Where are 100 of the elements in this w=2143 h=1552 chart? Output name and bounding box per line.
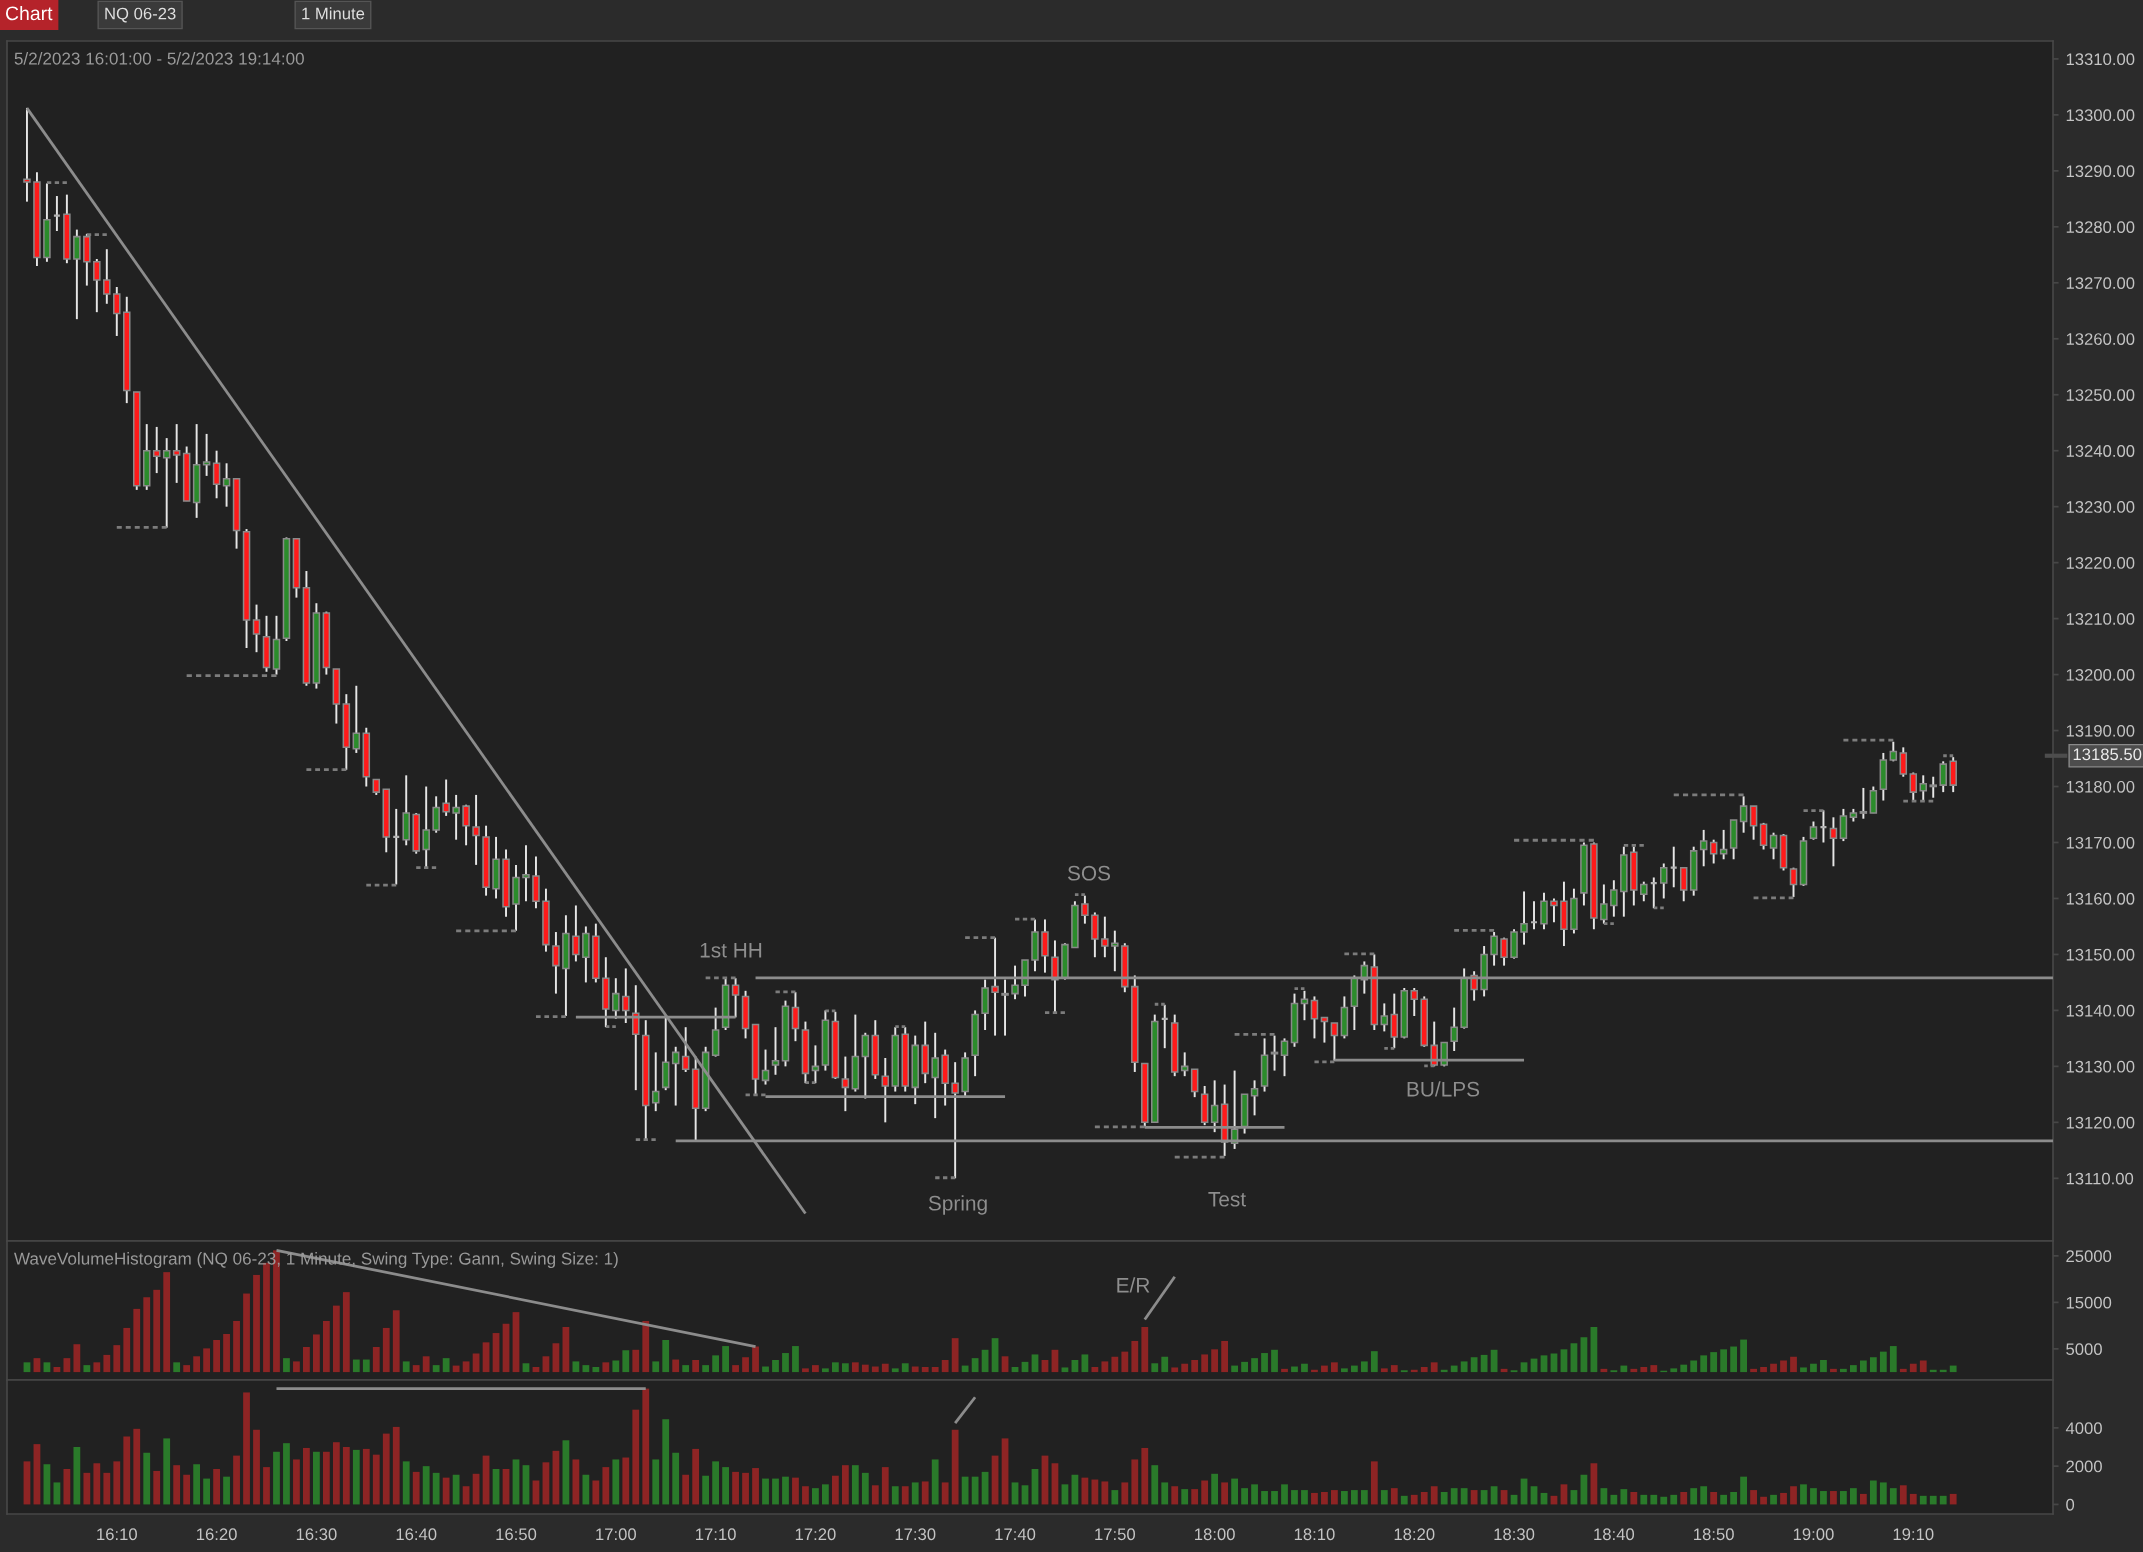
bar — [1101, 1481, 1109, 1505]
bar — [452, 1474, 460, 1505]
bar — [582, 1365, 590, 1373]
candlestick — [552, 931, 560, 995]
candlestick — [522, 844, 530, 903]
bar — [871, 1366, 879, 1373]
annotation: Test — [1208, 1192, 1246, 1207]
bar — [911, 1366, 919, 1373]
bar — [672, 1359, 680, 1373]
bar — [193, 1464, 201, 1505]
bar — [1690, 1488, 1698, 1505]
bar — [382, 1433, 390, 1505]
candlestick — [1450, 1006, 1458, 1052]
bar — [1810, 1363, 1817, 1373]
bar — [1380, 1368, 1388, 1373]
bar — [362, 1359, 370, 1373]
candlestick — [1739, 795, 1748, 834]
bar — [792, 1346, 799, 1373]
bar — [1630, 1491, 1638, 1505]
candlestick — [1899, 746, 1908, 778]
bar — [1879, 1351, 1887, 1373]
bar — [193, 1356, 201, 1373]
bar — [1949, 1365, 1957, 1373]
bar — [1241, 1361, 1248, 1373]
bar — [931, 1459, 939, 1505]
candlestick — [1190, 1068, 1199, 1099]
candlestick — [422, 785, 430, 869]
bar — [961, 1365, 969, 1373]
bar — [1620, 1489, 1628, 1505]
bar — [931, 1366, 939, 1373]
bar — [1790, 1486, 1797, 1505]
bar — [592, 1480, 600, 1505]
bar — [692, 1448, 700, 1505]
x-tick-label: 19:00 — [1793, 1528, 1834, 1541]
x-tick-label: 17:40 — [995, 1528, 1036, 1541]
bar — [1281, 1368, 1288, 1373]
bar — [143, 1452, 151, 1505]
bar — [1919, 1360, 1927, 1373]
bar — [672, 1452, 680, 1505]
bar — [1450, 1365, 1458, 1373]
candlestick — [1749, 805, 1758, 841]
bar — [1251, 1358, 1258, 1373]
bar — [1201, 1354, 1209, 1373]
candlestick — [1270, 1034, 1279, 1072]
candlestick — [1540, 891, 1548, 931]
bar — [1420, 1491, 1428, 1505]
bar — [911, 1482, 919, 1505]
bar — [891, 1368, 899, 1373]
candlestick — [1769, 831, 1778, 861]
candlestick — [1111, 929, 1119, 973]
candlestick — [1500, 936, 1508, 967]
bar — [283, 1358, 290, 1373]
bar — [1730, 1491, 1738, 1505]
bar — [1181, 1489, 1189, 1505]
x-tick-label: 16:10 — [97, 1528, 137, 1541]
candlestick — [1939, 760, 1947, 794]
bar — [1301, 1363, 1308, 1373]
bar — [153, 1289, 161, 1373]
candlestick — [1709, 838, 1718, 865]
x-tick-label: 18:20 — [1394, 1528, 1435, 1541]
bar — [1610, 1494, 1618, 1505]
x-tick-label: 16:40 — [396, 1528, 437, 1541]
bar — [1650, 1494, 1658, 1505]
bar — [43, 1362, 51, 1373]
bar — [1770, 1494, 1777, 1505]
candlestick — [202, 432, 211, 477]
bar — [742, 1472, 749, 1505]
bar — [313, 1451, 320, 1505]
candlestick — [1660, 862, 1668, 900]
bar — [802, 1486, 809, 1505]
bar — [1820, 1491, 1827, 1505]
bar — [203, 1348, 210, 1373]
candlestick — [1759, 821, 1768, 851]
bar — [422, 1356, 430, 1373]
bar — [163, 1272, 171, 1373]
bar — [322, 1320, 330, 1373]
y-tick-label: 4000 — [2065, 1422, 2102, 1435]
annotation: E/R — [1117, 1277, 1150, 1293]
bar — [1350, 1365, 1358, 1373]
bar — [123, 1436, 131, 1505]
bar — [1191, 1360, 1199, 1373]
bar — [402, 1461, 410, 1505]
bar — [253, 1274, 260, 1373]
bar — [831, 1475, 839, 1505]
bar — [1720, 1494, 1728, 1505]
bar — [1740, 1476, 1747, 1505]
ref-line-label: 13185.50 — [2073, 748, 2142, 761]
y-tick-label: 13130.00 — [2066, 1060, 2135, 1073]
bar — [921, 1481, 929, 1505]
bar — [113, 1461, 121, 1505]
bar — [432, 1365, 440, 1373]
bar — [1630, 1368, 1638, 1373]
bar — [1111, 1356, 1119, 1373]
bar — [1360, 1361, 1368, 1373]
annotation: Spring — [928, 1195, 987, 1215]
bar — [522, 1363, 530, 1373]
bar — [1171, 1367, 1179, 1373]
candlestick — [651, 1051, 660, 1113]
bar — [422, 1466, 430, 1505]
bar — [851, 1465, 859, 1505]
